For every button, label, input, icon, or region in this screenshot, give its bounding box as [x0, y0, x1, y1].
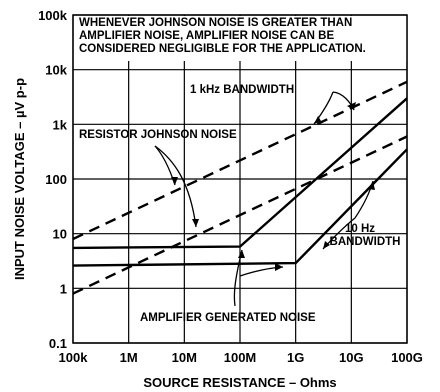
y-tick-label: 100 [45, 172, 67, 187]
x-tick-label: 10G [339, 350, 364, 365]
x-tick-labels: 100k 1M 10M 100M 1G 10G 100G [59, 350, 423, 365]
arrow-resistor-to-lower [154, 145, 197, 228]
y-tick-label: 1k [53, 117, 68, 132]
series-line-3 [72, 97, 408, 250]
note-line-1: WHENEVER JOHNSON NOISE IS GREATER THAN [79, 17, 352, 29]
arrowhead [368, 181, 375, 190]
label-10hz: 10 Hz [345, 223, 375, 235]
arrowhead [314, 116, 321, 124]
plot-frame [72, 14, 408, 344]
arrowhead [192, 219, 199, 227]
x-tick-label: 1G [287, 350, 304, 365]
arrowhead [323, 241, 330, 249]
note-line-2: AMPLIFIER NOISE, AMPLIFIER NOISE CAN BE [79, 30, 334, 42]
x-tick-label: 100M [224, 350, 257, 365]
label-resistor-johnson-noise: RESISTOR JOHNSON NOISE [79, 129, 237, 141]
x-tick-label: 10M [172, 350, 197, 365]
x-tick-label: 1M [120, 350, 138, 365]
x-tick-label: 100k [59, 350, 89, 365]
y-tick-label: 100k [38, 8, 68, 23]
arrowhead [347, 102, 356, 110]
series-line-2 [72, 135, 408, 295]
y-axis-title: INPUT NOISE VOLTAGE – µV p-p [12, 78, 27, 280]
label-amplifier-generated-noise: AMPLIFIER GENERATED NOISE [140, 312, 316, 324]
annotation-arrowheads [171, 102, 375, 271]
grid-lines [72, 14, 408, 344]
arrowhead [238, 250, 245, 258]
y-tick-label: 1 [60, 281, 67, 296]
note-box-background [74, 16, 407, 61]
x-tick-label: 100G [391, 350, 423, 365]
label-1khz-bandwidth: 1 kHz BANDWIDTH [190, 84, 294, 96]
note-line-3: CONSIDERED NEGLIGIBLE FOR THE APPLICATIO… [79, 43, 366, 55]
arrowhead [171, 177, 178, 185]
y-tick-labels: 100k 10k 1k 100 10 1 0.1 [38, 8, 68, 351]
arrow-amp-to-upper [233, 249, 243, 307]
y-tick-label: 10 [53, 227, 67, 242]
label-10hz-bandwidth: BANDWIDTH [330, 236, 401, 248]
y-tick-label: 0.1 [49, 336, 67, 351]
arrowhead [275, 263, 283, 271]
y-tick-label: 10k [45, 63, 67, 78]
x-axis-title: SOURCE RESISTANCE – Ohms [143, 375, 336, 390]
